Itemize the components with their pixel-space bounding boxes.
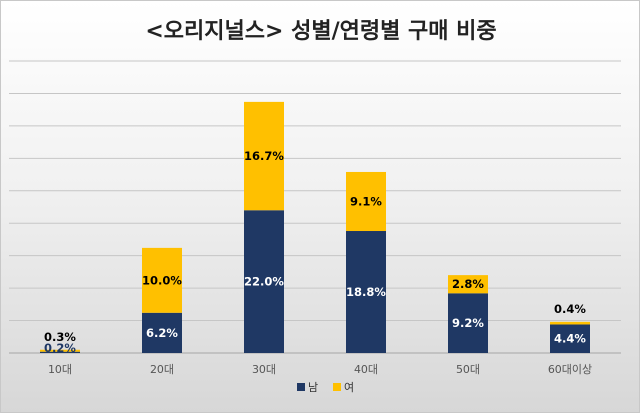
x-tick-label: 30대: [252, 363, 276, 376]
value-label-male: 0.2%: [44, 341, 76, 355]
bar-female: [550, 321, 590, 325]
x-tick-label: 20대: [150, 363, 174, 376]
legend-swatch-male: [297, 383, 305, 391]
bar-female: [244, 101, 284, 211]
bar-male: [142, 312, 182, 353]
bar-female: [40, 349, 80, 352]
legend-swatch-female: [333, 383, 341, 391]
value-label-male: 4.4%: [554, 332, 586, 346]
value-label-male: 6.2%: [146, 326, 178, 340]
legend-entry-male: 남: [308, 381, 318, 394]
bar-male: [244, 210, 284, 353]
value-label-male: 22.0%: [244, 275, 284, 289]
bar-male: [346, 231, 386, 353]
value-label-female: 16.7%: [244, 149, 284, 163]
bar-male: [550, 324, 590, 353]
x-tick-label: 10대: [48, 363, 72, 376]
bar-male: [40, 351, 80, 353]
value-label-female: 2.8%: [452, 277, 484, 291]
x-tick-label: 60대이상: [548, 363, 592, 376]
value-label-female: 0.4%: [554, 302, 586, 316]
value-label-male: 9.2%: [452, 316, 484, 330]
x-tick-label: 50대: [456, 363, 480, 376]
x-tick-label: 40대: [354, 363, 378, 376]
value-label-male: 18.8%: [346, 285, 386, 299]
bar-female: [346, 171, 386, 232]
bar-female: [142, 247, 182, 313]
value-label-female: 9.1%: [350, 194, 382, 208]
value-label-female: 10.0%: [142, 273, 182, 287]
bar-male: [448, 293, 488, 353]
chart-title: <오리지널스> 성별/연령별 구매 비중: [145, 19, 497, 44]
bar-female: [448, 275, 488, 294]
legend-entry-female: 여: [344, 381, 354, 394]
value-label-female: 0.3%: [44, 330, 76, 344]
